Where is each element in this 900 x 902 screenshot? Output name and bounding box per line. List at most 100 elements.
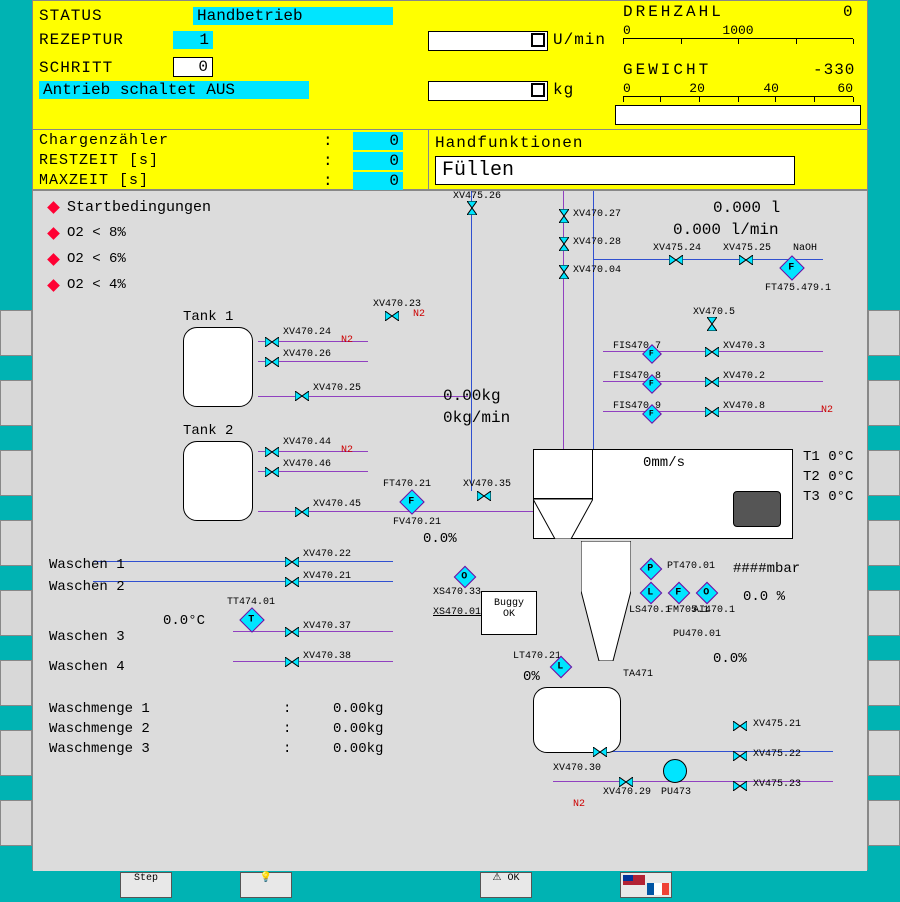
valve[interactable] — [285, 627, 299, 637]
tank2-label: Tank 2 — [183, 423, 233, 439]
valve[interactable] — [733, 781, 747, 791]
valve-label: XV475.26 — [453, 191, 501, 202]
valve-label: XV470.45 — [313, 499, 361, 510]
pipe — [563, 191, 564, 471]
sensor-tt474[interactable]: T — [239, 607, 264, 632]
rpm-unit: U/min — [553, 31, 606, 49]
flow-vol: 0.000 l — [713, 199, 780, 217]
gewicht-bar — [615, 105, 861, 125]
valve[interactable] — [295, 507, 309, 517]
handfunk-label: Handfunktionen — [435, 134, 583, 152]
funnel-icon — [533, 499, 593, 539]
sensor-l[interactable]: L — [640, 582, 663, 605]
valve[interactable] — [559, 265, 569, 279]
n2-label: N2 — [341, 445, 353, 456]
chargen-value: 0 — [353, 132, 403, 150]
valve-label: FV470.21 — [393, 517, 441, 528]
side-btn-l1[interactable] — [0, 310, 32, 356]
side-btn-r5[interactable] — [868, 590, 900, 636]
sensor-l[interactable]: L — [550, 656, 573, 679]
valve[interactable] — [477, 491, 491, 501]
valve[interactable] — [669, 255, 683, 265]
sensor-p[interactable]: P — [640, 558, 663, 581]
valve[interactable] — [705, 347, 719, 357]
step-button[interactable]: Step — [120, 872, 172, 898]
sensor-label: PU470.01 — [673, 629, 721, 640]
valve-label: XV470.25 — [313, 383, 361, 394]
rpm-bar[interactable] — [428, 31, 548, 51]
valve[interactable] — [385, 311, 399, 321]
side-btn-l8[interactable] — [0, 800, 32, 846]
t1: T1 0°C — [803, 449, 853, 465]
valve[interactable] — [593, 747, 607, 757]
side-btn-l4[interactable] — [0, 520, 32, 566]
valve-label: XV470.21 — [303, 571, 351, 582]
valve[interactable] — [705, 407, 719, 417]
valve[interactable] — [265, 337, 279, 347]
status-label: STATUS — [39, 7, 103, 25]
valve[interactable] — [707, 317, 717, 331]
valve[interactable] — [467, 201, 477, 215]
side-btn-r1[interactable] — [868, 310, 900, 356]
side-btn-l2[interactable] — [0, 380, 32, 426]
sensor-o[interactable]: O — [454, 566, 477, 589]
valve[interactable] — [559, 237, 569, 251]
pump-pu473[interactable] — [663, 759, 687, 783]
side-btn-l7[interactable] — [0, 730, 32, 776]
main-frame: STATUS Handbetrieb REZEPTUR 1 SCHRITT 0 … — [32, 0, 868, 870]
valve-label: XV470.38 — [303, 651, 351, 662]
bottom-tank[interactable] — [533, 687, 621, 753]
valve[interactable] — [265, 447, 279, 457]
schritt-label: SCHRITT — [39, 59, 113, 77]
sensor-o[interactable]: O — [696, 582, 719, 605]
gewicht-value: -330 — [813, 61, 855, 79]
pipe — [471, 191, 472, 491]
valve[interactable] — [295, 391, 309, 401]
kg-bar[interactable] — [428, 81, 548, 101]
sensor-label: FT470.21 — [383, 479, 431, 490]
wm3-val: 0.00kg — [333, 741, 383, 757]
valve-label: XV470.35 — [463, 479, 511, 490]
side-btn-l5[interactable] — [0, 590, 32, 636]
side-btn-l6[interactable] — [0, 660, 32, 706]
lang-button[interactable] — [620, 872, 672, 898]
motor — [733, 491, 781, 527]
valve[interactable] — [619, 777, 633, 787]
counters-box: Chargenzähler : 0 RESTZEIT [s] : 0 MAXZE… — [33, 129, 428, 191]
valve-label: XV470.22 — [303, 549, 351, 560]
valve[interactable] — [265, 467, 279, 477]
valve[interactable] — [733, 721, 747, 731]
sensor-f[interactable]: F — [668, 582, 691, 605]
handfunk-value[interactable]: Füllen — [435, 156, 795, 185]
buggy-box[interactable]: Buggy OK — [481, 591, 537, 635]
valve[interactable] — [705, 377, 719, 387]
valve[interactable] — [285, 577, 299, 587]
tank-2[interactable] — [183, 441, 253, 521]
side-btn-r2[interactable] — [868, 380, 900, 426]
valve[interactable] — [733, 751, 747, 761]
side-btn-r3[interactable] — [868, 450, 900, 496]
side-btn-r8[interactable] — [868, 800, 900, 846]
valve[interactable] — [739, 255, 753, 265]
status-value: Handbetrieb — [193, 7, 393, 25]
valve[interactable] — [265, 357, 279, 367]
side-btn-r4[interactable] — [868, 520, 900, 566]
maxzeit-value: 0 — [353, 172, 403, 190]
wm2-label: Waschmenge 2 — [49, 721, 150, 737]
valve[interactable] — [285, 557, 299, 567]
side-btn-r7[interactable] — [868, 730, 900, 776]
tank-1[interactable] — [183, 327, 253, 407]
pid-canvas: Startbedingungen O2 < 8% O2 < 6% O2 < 4%… — [33, 191, 867, 871]
valve[interactable] — [559, 209, 569, 223]
valve-label: XV470.26 — [283, 349, 331, 360]
wash-1: Waschen 1 — [49, 557, 125, 573]
alarm-button[interactable]: 💡 — [240, 872, 292, 898]
side-btn-l3[interactable] — [0, 450, 32, 496]
valve-label: XV470.04 — [573, 265, 621, 276]
ok-button[interactable]: ⚠ OK — [480, 872, 532, 898]
side-btn-r6[interactable] — [868, 660, 900, 706]
valve[interactable] — [285, 657, 299, 667]
rezeptur-value[interactable]: 1 — [173, 31, 213, 49]
sensor-label: FT475.479.1 — [765, 283, 831, 294]
cyclone — [581, 541, 631, 661]
